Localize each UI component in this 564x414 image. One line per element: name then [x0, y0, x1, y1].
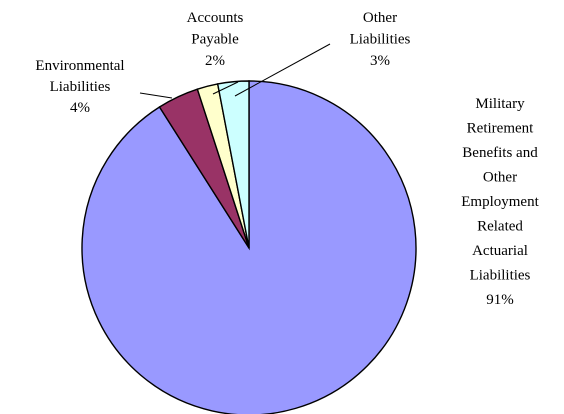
slice-label-line: Other [363, 10, 397, 26]
slice-label-line: Other [483, 170, 517, 186]
slice-label-line: Related [477, 219, 523, 235]
leader-line-1 [139, 92, 173, 99]
slice-label-line: Military [475, 96, 525, 112]
leader-line-3 [234, 43, 331, 97]
slice-label-line: Environmental [35, 58, 124, 74]
slice-percent: 4% [70, 100, 90, 116]
slice-label-line: Payable [191, 32, 239, 48]
slice-label-line: Liabilities [350, 32, 411, 48]
slice-label-0: Military Retirement Benefits and Other Emplo… [461, 96, 539, 308]
slice-percent: 91% [486, 292, 514, 308]
pie-slice-0 [81, 80, 417, 414]
slice-label-line: Liabilities [50, 79, 111, 95]
slice-percent: 3% [370, 53, 390, 69]
slice-label-line: Benefits and [462, 145, 538, 161]
slice-label-line: Liabilities [470, 268, 531, 284]
slice-label-line: Employment [461, 194, 539, 210]
pie-slice-3 [216, 80, 250, 249]
slice-label-3: Other Liabilities 3% [350, 10, 411, 69]
leader-line-2 [212, 81, 239, 95]
slice-label-1: Environmental Liabilities 4% [35, 58, 124, 116]
slice-label-2: Accounts Payable 2% [187, 10, 244, 69]
slice-label-line: Retirement [467, 121, 534, 137]
slice-label-line: Actuarial [472, 243, 528, 259]
slice-label-line: Accounts [187, 10, 244, 26]
slice-percent: 2% [205, 53, 225, 69]
